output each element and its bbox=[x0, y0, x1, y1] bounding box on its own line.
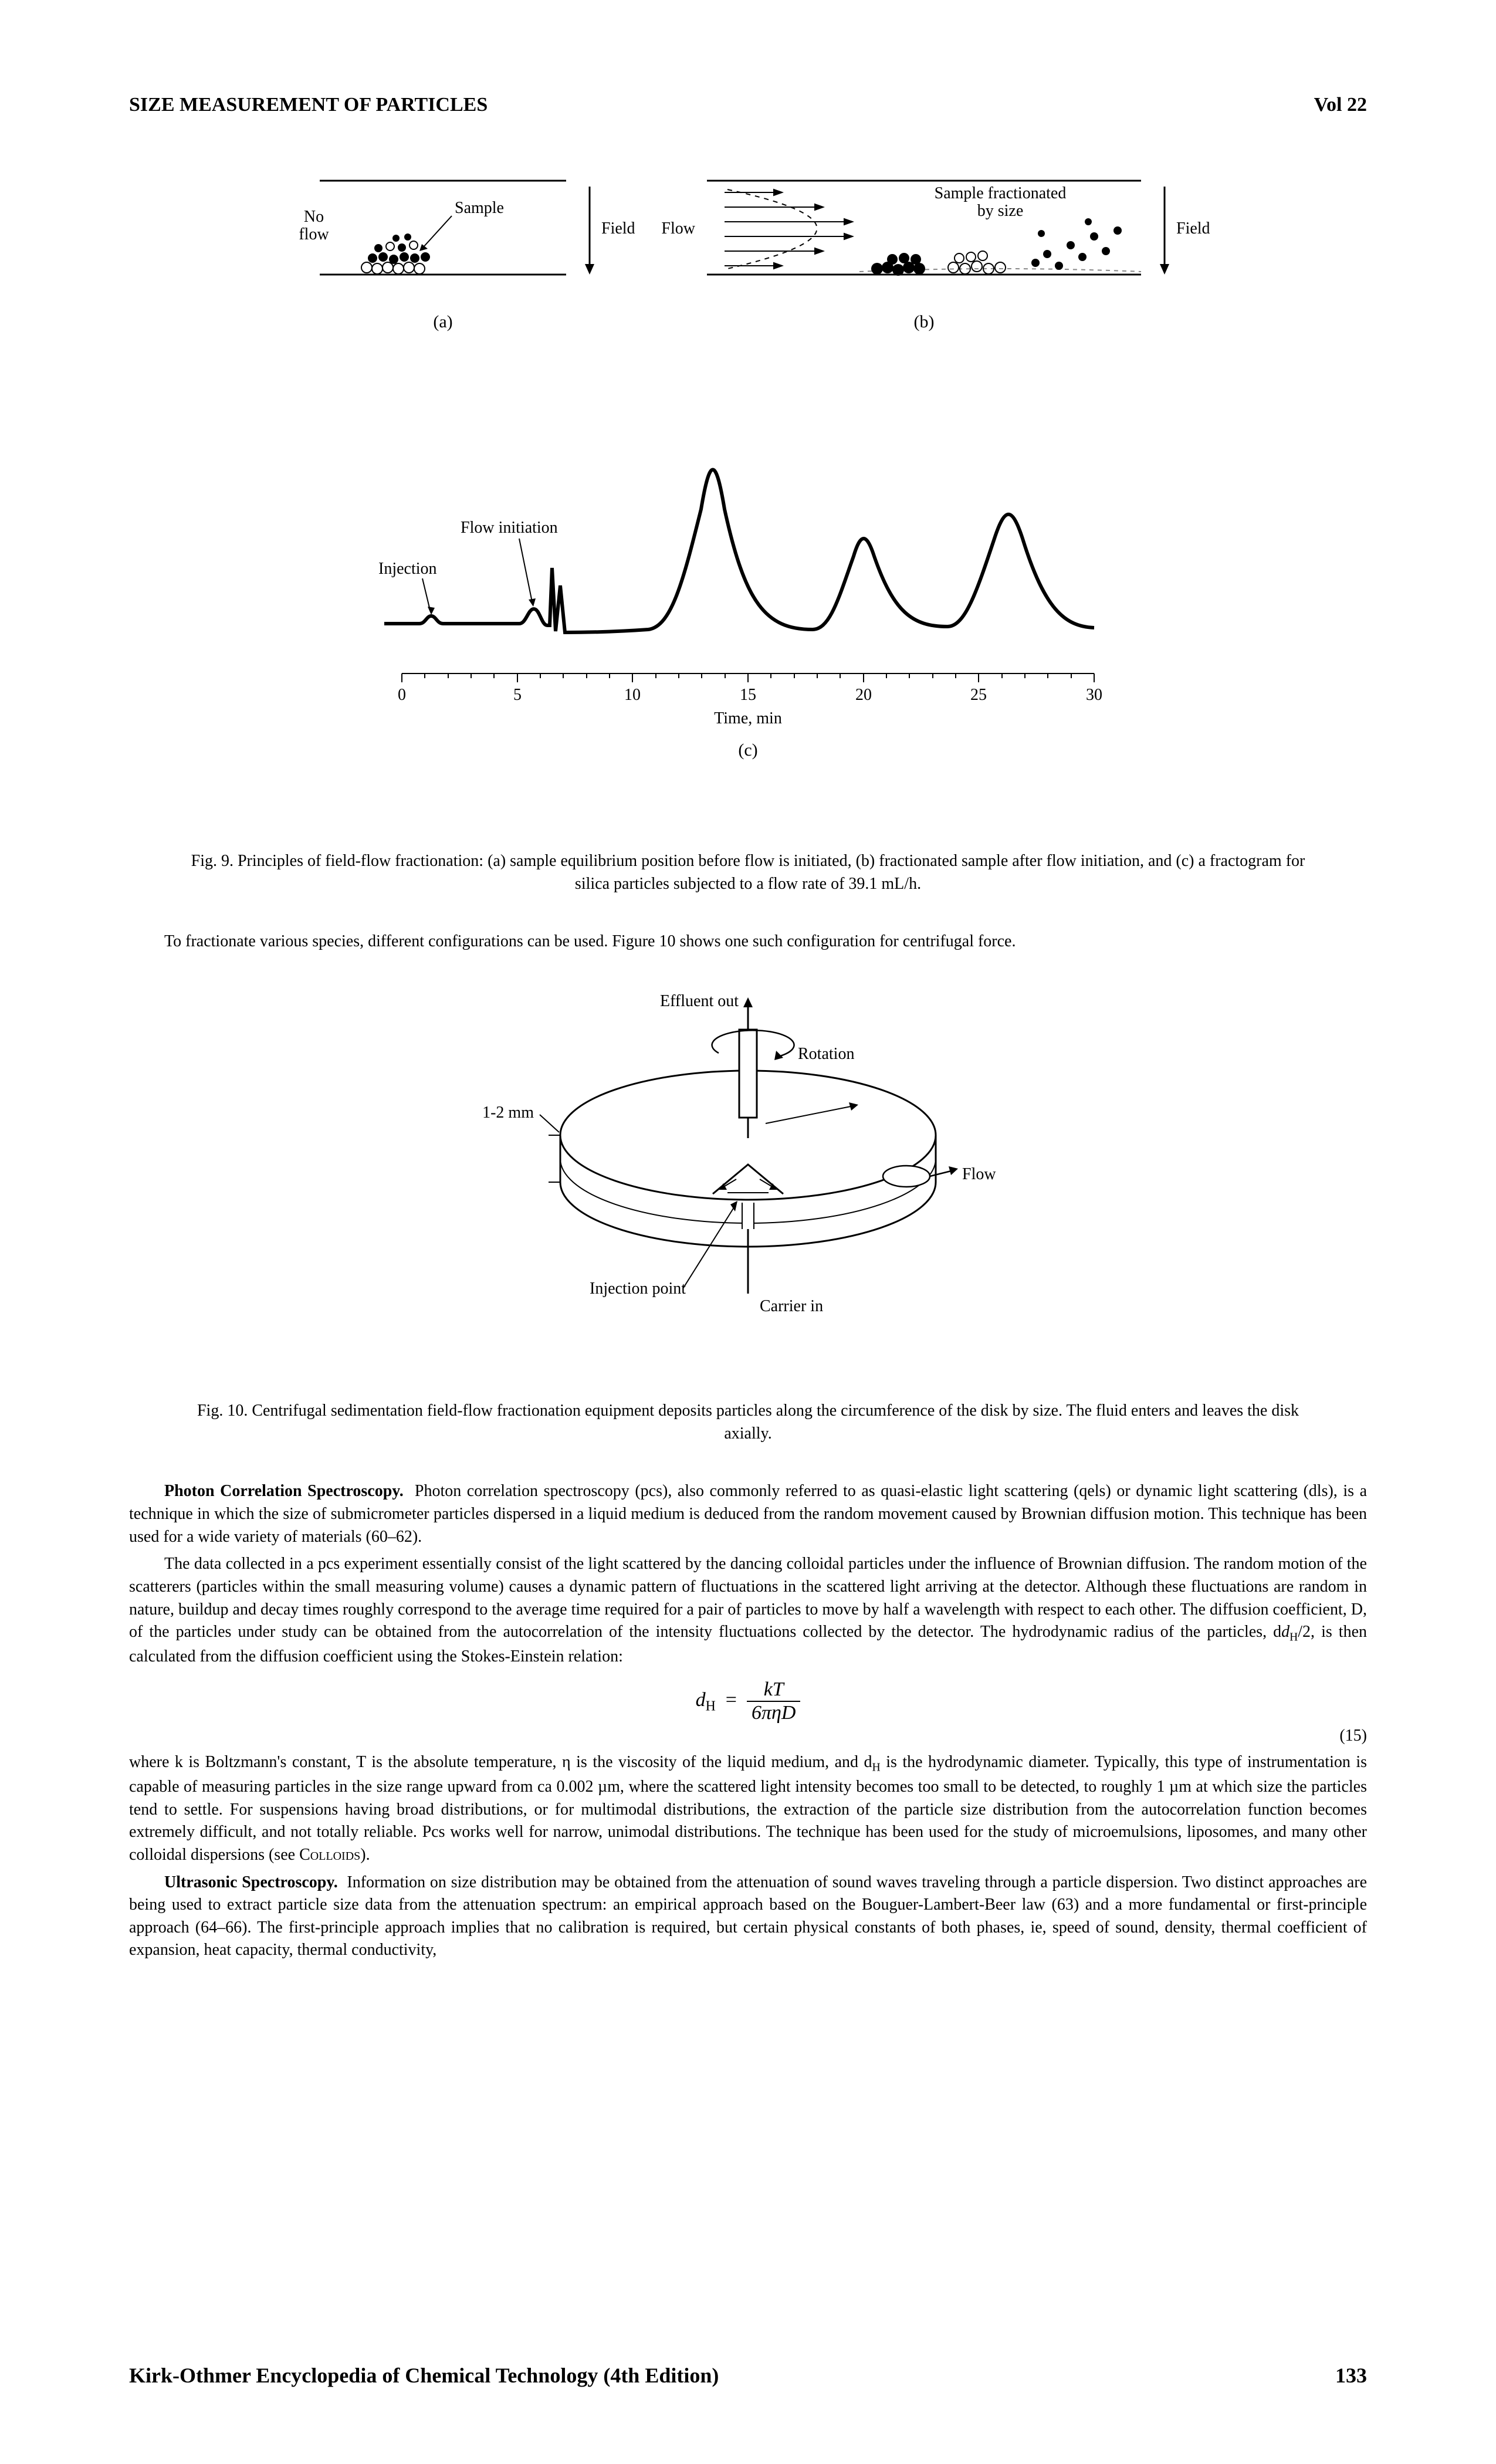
fig9b-fractionated-label: Sample fractionatedby size bbox=[935, 184, 1067, 220]
figure-10-caption: Fig. 10. Centrifugal sedimentation field… bbox=[176, 1399, 1320, 1445]
svg-text:20: 20 bbox=[855, 686, 872, 704]
fig10-thickness-label: 1-2 mm bbox=[482, 1104, 534, 1122]
fig9b-sublabel: (b) bbox=[914, 312, 935, 331]
stokes-einstein-equation: dH = kT 6πηD (15) bbox=[129, 1678, 1367, 1724]
fig9c-injection-label: Injection bbox=[378, 560, 437, 578]
fig10-injection-label: Injection point bbox=[590, 1280, 686, 1298]
figure-9-caption: Fig. 9. Principles of field-flow fractio… bbox=[176, 849, 1320, 895]
fig9c-sublabel: (c) bbox=[738, 740, 757, 760]
fig10-flow-label: Flow bbox=[962, 1165, 996, 1183]
fig9a-field-label: Field bbox=[601, 219, 635, 238]
svg-text:5: 5 bbox=[513, 686, 522, 704]
pcs-heading: Photon Correlation Spectroscopy. bbox=[164, 1482, 404, 1500]
svg-text:25: 25 bbox=[970, 686, 987, 704]
figure-9: Field Noflow Sample bbox=[129, 157, 1367, 832]
fractogram-curve bbox=[384, 470, 1094, 633]
fig10-carrier-label: Carrier in bbox=[760, 1297, 823, 1315]
fig9a-sample-label: Sample bbox=[455, 199, 504, 217]
svg-text:10: 10 bbox=[624, 686, 641, 704]
pcs-paragraph-1: Photon Correlation Spectroscopy. Photon … bbox=[129, 1480, 1367, 1548]
page-footer: Kirk-Othmer Encyclopedia of Chemical Tec… bbox=[129, 2363, 1367, 2388]
para-between-figures: To fractionate various species, differen… bbox=[129, 930, 1367, 953]
ultrasonic-heading: Ultrasonic Spectroscopy. bbox=[164, 1873, 338, 1891]
fig9b-field-label: Field bbox=[1176, 219, 1210, 238]
header-volume: Vol 22 bbox=[1314, 94, 1367, 116]
footer-page-number: 133 bbox=[1335, 2363, 1367, 2388]
svg-text:30: 30 bbox=[1086, 686, 1102, 704]
fig9a-sublabel: (a) bbox=[433, 312, 452, 331]
fig9b-flow-label: Flow bbox=[661, 219, 695, 238]
svg-text:0: 0 bbox=[398, 686, 406, 704]
fig10-rotation-label: Rotation bbox=[798, 1045, 854, 1063]
figure-10: Effluent out Rotation 1-2 mm Flow bbox=[129, 971, 1367, 1382]
footer-book-title: Kirk-Othmer Encyclopedia of Chemical Tec… bbox=[129, 2363, 719, 2388]
pcs-paragraph-2: The data collected in a pcs experiment e… bbox=[129, 1553, 1367, 1668]
fig9a-noflow-label: Noflow bbox=[299, 208, 329, 243]
header-title: SIZE MEASUREMENT OF PARTICLES bbox=[129, 94, 488, 116]
fig9c-xaxis-label: Time, min bbox=[714, 709, 782, 727]
fig10-effluent-label: Effluent out bbox=[660, 992, 739, 1010]
fig9c-flowinit-label: Flow initiation bbox=[461, 519, 558, 537]
post-equation-paragraph: where k is Boltzmann's constant, T is th… bbox=[129, 1751, 1367, 1866]
ultrasonic-paragraph: Ultrasonic Spectroscopy. Information on … bbox=[129, 1871, 1367, 1962]
svg-text:15: 15 bbox=[740, 686, 756, 704]
equation-number: (15) bbox=[1339, 1727, 1367, 1745]
page-header: SIZE MEASUREMENT OF PARTICLES Vol 22 bbox=[129, 94, 1367, 116]
